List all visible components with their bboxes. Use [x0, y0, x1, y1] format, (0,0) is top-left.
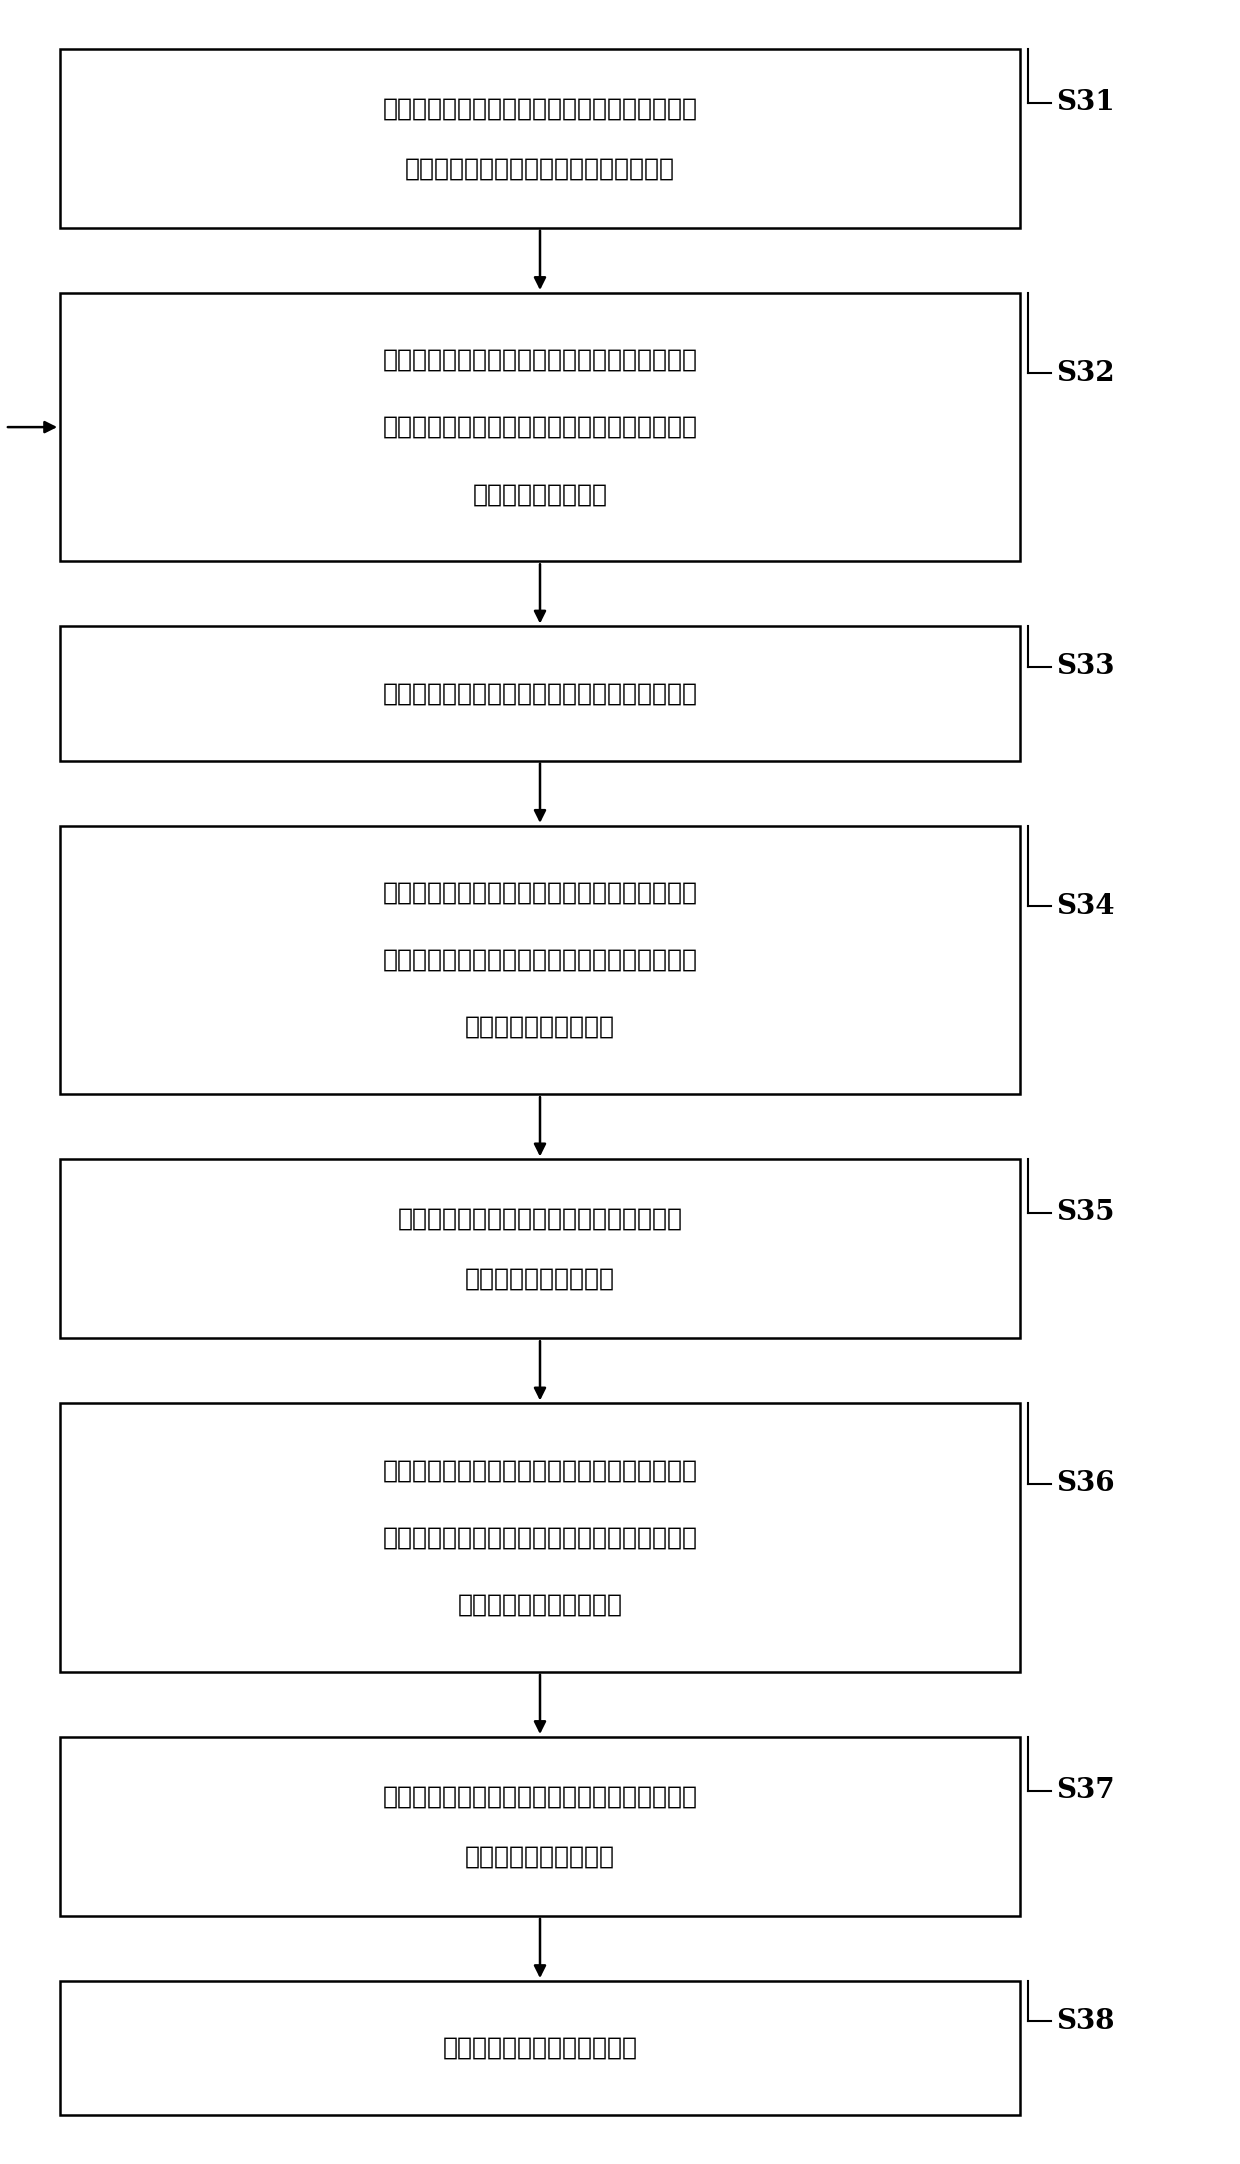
Bar — [60, 1402, 1021, 1673]
Text: 根据所述输电线历史的生产系统数据、理化试验: 根据所述输电线历史的生产系统数据、理化试验 — [382, 348, 697, 372]
Text: 输电线最新的试验数据: 输电线最新的试验数据 — [465, 1266, 615, 1290]
Text: 根据采集到的输电线实时的生产系统数据和环境: 根据采集到的输电线实时的生产系统数据和环境 — [382, 881, 697, 905]
Text: S37: S37 — [1056, 1777, 1115, 1805]
Text: 数据、电气试验数据、环境气象数据，建立输电: 数据、电气试验数据、环境气象数据，建立输电 — [382, 415, 697, 439]
Text: S35: S35 — [1056, 1199, 1115, 1227]
Bar — [60, 50, 1021, 227]
Text: S38: S38 — [1056, 2008, 1115, 2034]
Text: 根据输电线实时的老化程度与历史老化程度分析: 根据输电线实时的老化程度与历史老化程度分析 — [382, 1785, 697, 1809]
Bar — [60, 1980, 1021, 2114]
Bar — [60, 827, 1021, 1095]
Text: S36: S36 — [1056, 1469, 1115, 1497]
Bar — [60, 1160, 1021, 1337]
Bar — [60, 1738, 1021, 1915]
Text: 试验数据、电气试验数据、环境气象数据: 试验数据、电气试验数据、环境气象数据 — [405, 156, 675, 180]
Text: S32: S32 — [1056, 359, 1115, 387]
Text: 电线老化程度初步状况: 电线老化程度初步状况 — [465, 1015, 615, 1039]
Text: 生成输电线老化程度评估报告: 生成输电线老化程度评估报告 — [443, 2036, 637, 2060]
Text: S33: S33 — [1056, 654, 1115, 679]
Text: 所述输电线的老化趋势: 所述输电线的老化趋势 — [465, 1844, 615, 1868]
Text: 对所述输电线进行理化检测及电气试验得到: 对所述输电线进行理化检测及电气试验得到 — [398, 1208, 682, 1231]
Text: 获取输电线的生产系统数据、输电线的历史理化: 获取输电线的生产系统数据、输电线的历史理化 — [382, 97, 697, 121]
Text: S34: S34 — [1056, 894, 1115, 920]
Bar — [60, 625, 1021, 762]
Text: S31: S31 — [1056, 89, 1115, 117]
Text: 电线路老化程度具体状况: 电线路老化程度具体状况 — [458, 1593, 622, 1617]
Text: 线老化程度评估模型: 线老化程度评估模型 — [472, 483, 608, 506]
Text: 采集输电线实时的生产系统数据和环境气象数据: 采集输电线实时的生产系统数据和环境气象数据 — [382, 682, 697, 705]
Bar — [60, 292, 1021, 560]
Text: 根据所述输电线最新的理化试验数据，对所述输: 根据所述输电线最新的理化试验数据，对所述输 — [382, 1459, 697, 1482]
Text: 电线老化程度初步状况进行进一步计算，得到输: 电线老化程度初步状况进行进一步计算，得到输 — [382, 1526, 697, 1549]
Text: 气象数据，通过输电线老化程度评估模型得到输: 气象数据，通过输电线老化程度评估模型得到输 — [382, 948, 697, 972]
